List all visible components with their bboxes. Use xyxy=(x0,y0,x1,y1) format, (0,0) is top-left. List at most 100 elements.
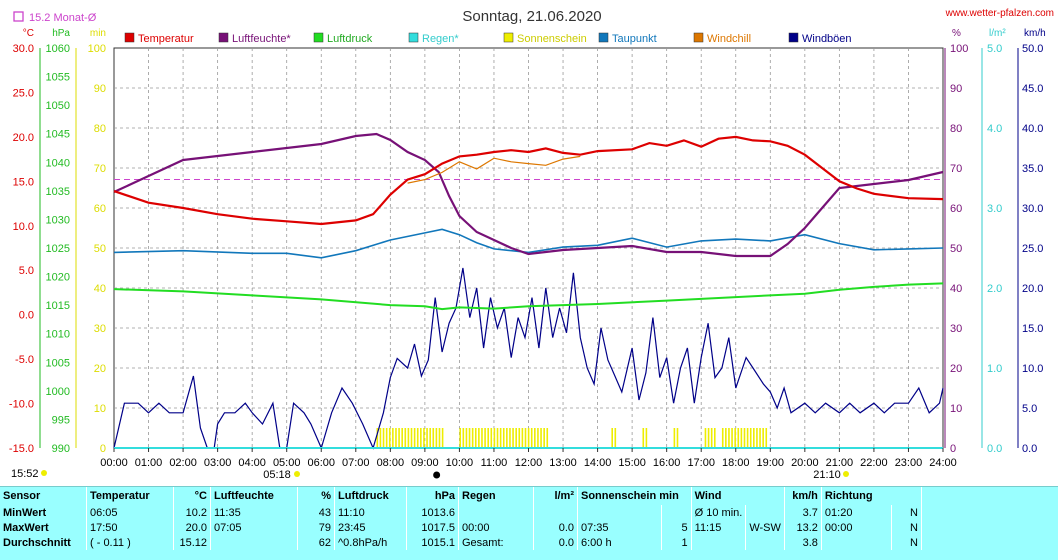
sunshine-bar xyxy=(493,428,496,448)
sunshine-bar xyxy=(518,428,521,448)
legend-swatch xyxy=(503,32,514,43)
sunshine-bar xyxy=(398,428,400,448)
sunshine-bar xyxy=(490,428,493,448)
stats-cell xyxy=(821,535,892,550)
sunshine-bar xyxy=(376,428,379,448)
legend-swatch xyxy=(598,32,609,43)
wind-axis-tick: 35.0 xyxy=(1022,163,1043,175)
pressure-axis-tick: 1015 xyxy=(46,300,70,312)
sunshine-bars xyxy=(376,428,768,448)
sunshine-bar xyxy=(673,428,676,448)
sunrise-time: 05:18 xyxy=(263,469,291,481)
stats-header-temp-unit: °C xyxy=(173,487,211,505)
sunshine-bar xyxy=(420,428,422,448)
sunshine-axis-tick: 20 xyxy=(94,363,106,375)
sunshine-bar xyxy=(642,428,645,448)
stats-row-label: Durchschnitt xyxy=(0,535,87,550)
sunshine-bar xyxy=(379,428,382,448)
sunshine-bar xyxy=(704,428,707,448)
sunshine-bar xyxy=(487,428,489,448)
stats-cell: 43 xyxy=(297,505,335,520)
sunshine-bar xyxy=(484,428,486,448)
stats-cell: 3.8 xyxy=(784,535,822,550)
temperature-axis-tick: 10.0 xyxy=(13,221,34,233)
sunshine-bar xyxy=(614,428,617,448)
legend-label: Taupunkt xyxy=(612,33,657,45)
sunshine-bar xyxy=(746,428,749,448)
sunshine-bar xyxy=(404,428,407,448)
stats-cell: 5 xyxy=(661,520,692,535)
chart-grid xyxy=(113,47,944,449)
humidity-axis-tick: 10 xyxy=(950,403,962,415)
stats-cell: 10.2 xyxy=(173,505,211,520)
x-tick-label: 16:00 xyxy=(653,457,681,469)
sunshine-bar xyxy=(540,428,542,448)
pressure-axis-tick: 1045 xyxy=(46,129,70,141)
stats-header-pressure: Luftdruck xyxy=(334,487,407,505)
stats-cell xyxy=(745,505,785,520)
sunshine-axis-tick: 10 xyxy=(94,403,106,415)
sunshine-bar xyxy=(388,428,391,448)
wind-axis-tick: 40.0 xyxy=(1022,123,1043,135)
sunshine-bar xyxy=(737,428,740,448)
x-tick-label: 20:00 xyxy=(791,457,819,469)
temperature-axis-tick: 15.0 xyxy=(13,176,34,188)
stats-cell: 3.7 xyxy=(784,505,822,520)
rain-axis-tick: 5.0 xyxy=(987,43,1002,55)
stats-cell: Ø 10 min. xyxy=(691,505,747,520)
wind-axis-tick: 10.0 xyxy=(1022,363,1043,375)
sunshine-bar xyxy=(645,428,648,448)
stats-header-wind-unit: km/h xyxy=(784,487,822,505)
chart-title: Sonntag, 21.06.2020 xyxy=(462,8,601,25)
stats-header-pres-unit: hPa xyxy=(406,487,459,505)
sunshine-bar xyxy=(710,428,713,448)
sunshine-bar xyxy=(509,428,511,448)
pressure-axis-tick: 1035 xyxy=(46,186,70,198)
stats-cell: 20.0 xyxy=(173,520,211,535)
sunshine-bar xyxy=(759,428,761,448)
legend-swatch xyxy=(313,32,324,43)
sunshine-bar xyxy=(734,428,736,448)
sunshine-bar xyxy=(462,428,465,448)
series-luftfeuchte xyxy=(113,132,944,258)
sunshine-bar xyxy=(506,428,508,448)
series-windchill xyxy=(407,155,581,184)
legend-label: Luftdruck xyxy=(327,33,373,45)
sunshine-bar xyxy=(438,428,441,448)
statistics-table: Sensor Temperatur °C Luftfeuchte % Luftd… xyxy=(0,487,1058,550)
x-tick-label: 18:00 xyxy=(722,457,750,469)
stats-cell: 0.0 xyxy=(533,520,578,535)
humidity-axis-tick: 100 xyxy=(950,43,968,55)
wind-axis-tick: 20.0 xyxy=(1022,283,1043,295)
stats-cell: 1015.1 xyxy=(406,535,459,550)
humidity-axis-tick: 70 xyxy=(950,163,962,175)
pressure-axis-tick: 1010 xyxy=(46,329,70,341)
wind-axis-tick: 30.0 xyxy=(1022,203,1043,215)
stats-cell: 0.0 xyxy=(533,535,578,550)
x-tick-label: 00:00 xyxy=(100,457,128,469)
pressure-axis-tick: 1005 xyxy=(46,357,70,369)
sunshine-bar xyxy=(468,428,471,448)
stats-cell: W-SW xyxy=(745,520,785,535)
wind-axis-tick: 5.0 xyxy=(1022,403,1037,415)
stats-cell: N xyxy=(891,520,923,535)
x-tick-label: 13:00 xyxy=(549,457,577,469)
sunshine-axis-tick: 40 xyxy=(94,283,106,295)
sunshine-axis-tick: 30 xyxy=(94,323,106,335)
sunshine-axis-unit: min xyxy=(90,28,106,39)
stats-cell: 1017.5 xyxy=(406,520,459,535)
sunshine-bar xyxy=(499,428,502,448)
stats-row-label: MaxWert xyxy=(0,520,87,535)
sunshine-bar xyxy=(471,428,474,448)
weather-chart: °C 30.0 25.0 20.0 15.0 10.0 5.0 0.0 -5.0 -10.0 -15… xyxy=(8,8,1054,481)
sunshine-bar xyxy=(512,428,514,448)
sunshine-bar xyxy=(385,428,388,448)
temperature-axis-tick: -10.0 xyxy=(9,399,34,411)
temperature-axis-tick: 30.0 xyxy=(13,43,34,55)
temperature-axis-tick: -15.0 xyxy=(9,443,34,455)
humidity-axis-tick: 20 xyxy=(950,363,962,375)
humidity-axis-tick: 60 xyxy=(950,203,962,215)
stats-cell: 1 xyxy=(661,535,692,550)
site-link[interactable]: www.wetter-pfalzen.com xyxy=(945,8,1054,19)
stats-cell: 07:35 xyxy=(577,520,663,535)
